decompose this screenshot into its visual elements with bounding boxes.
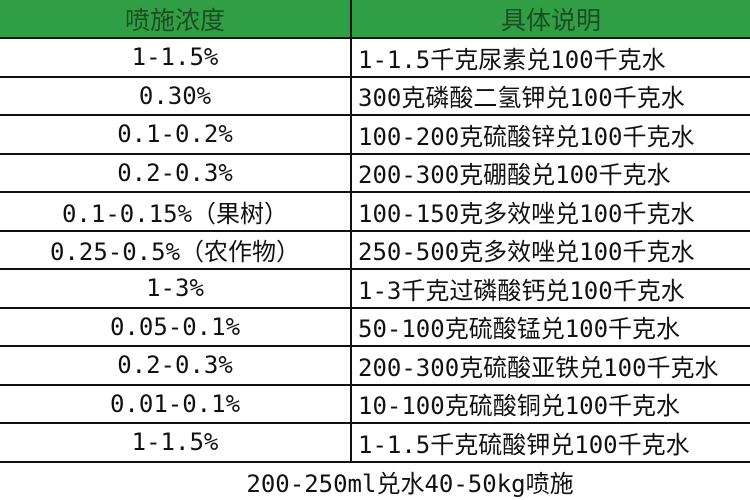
description-cell: 1-1.5千克尿素兑100千克水 xyxy=(358,45,666,74)
table-row: 0.1-0.2% 100-200克硫酸锌兑100千克水 xyxy=(0,116,750,155)
concentration-cell: 0.01-0.1% xyxy=(0,385,352,422)
description-cell: 100-200克硫酸锌兑100千克水 xyxy=(358,122,695,151)
concentration-cell: 0.2-0.3% xyxy=(0,154,352,191)
description-cell: 300克磷酸二氢钾兑100千克水 xyxy=(358,84,685,113)
footer-note: 200-250ml兑水40-50kg喷施 xyxy=(246,470,574,498)
table-row: 0.25-0.5%（农作物） 250-500克多效唑兑100千克水 xyxy=(0,231,750,270)
table-row: 1-1.5% 1-1.5千克尿素兑100千克水 xyxy=(0,39,750,78)
concentration-cell: 0.05-0.1% xyxy=(0,308,352,345)
description-cell: 50-100克硫酸锰兑100千克水 xyxy=(358,315,681,344)
concentration-cell: 1-1.5% xyxy=(0,424,352,461)
concentration-cell: 0.25-0.5%（农作物） xyxy=(0,231,352,268)
concentration-cell: 1-3% xyxy=(0,270,352,307)
table-row: 1-1.5% 1-1.5千克硫酸钾兑100千克水 xyxy=(0,424,750,463)
description-cell: 200-300克硼酸兑100千克水 xyxy=(358,161,671,190)
table-row: 0.2-0.3% 200-300克硫酸亚铁兑100千克水 xyxy=(0,347,750,386)
header-concentration: 喷施浓度 xyxy=(0,0,352,37)
concentration-cell: 0.30% xyxy=(0,77,352,114)
table-row: 0.05-0.1% 50-100克硫酸锰兑100千克水 xyxy=(0,308,750,347)
header-description: 具体说明 xyxy=(500,5,601,35)
table-header: 喷施浓度 具体说明 xyxy=(0,0,750,39)
description-cell: 250-500克多效唑兑100千克水 xyxy=(358,238,695,267)
spray-concentration-table: 喷施浓度 具体说明 1-1.5% 1-1.5千克尿素兑100千克水 0.30% 300… xyxy=(0,0,750,463)
description-cell: 10-100克硫酸铜兑100千克水 xyxy=(358,392,681,421)
table-row: 0.2-0.3% 200-300克硼酸兑100千克水 xyxy=(0,154,750,193)
description-cell: 1-1.5千克硫酸钾兑100千克水 xyxy=(358,430,690,459)
description-cell: 100-150克多效唑兑100千克水 xyxy=(358,199,695,228)
description-cell: 1-3千克过磷酸钙兑100千克水 xyxy=(358,276,685,305)
concentration-cell: 0.2-0.3% xyxy=(0,347,352,384)
table-row: 0.01-0.1% 10-100克硫酸铜兑100千克水 xyxy=(0,385,750,424)
concentration-cell: 0.1-0.15%（果树） xyxy=(0,193,352,230)
concentration-cell: 1-1.5% xyxy=(0,39,352,76)
description-cell: 200-300克硫酸亚铁兑100千克水 xyxy=(358,353,719,382)
concentration-cell: 0.1-0.2% xyxy=(0,116,352,153)
table-row: 1-3% 1-3千克过磷酸钙兑100千克水 xyxy=(0,270,750,309)
table-row: 0.30% 300克磷酸二氢钾兑100千克水 xyxy=(0,77,750,116)
table-row: 0.1-0.15%（果树） 100-150克多效唑兑100千克水 xyxy=(0,193,750,232)
